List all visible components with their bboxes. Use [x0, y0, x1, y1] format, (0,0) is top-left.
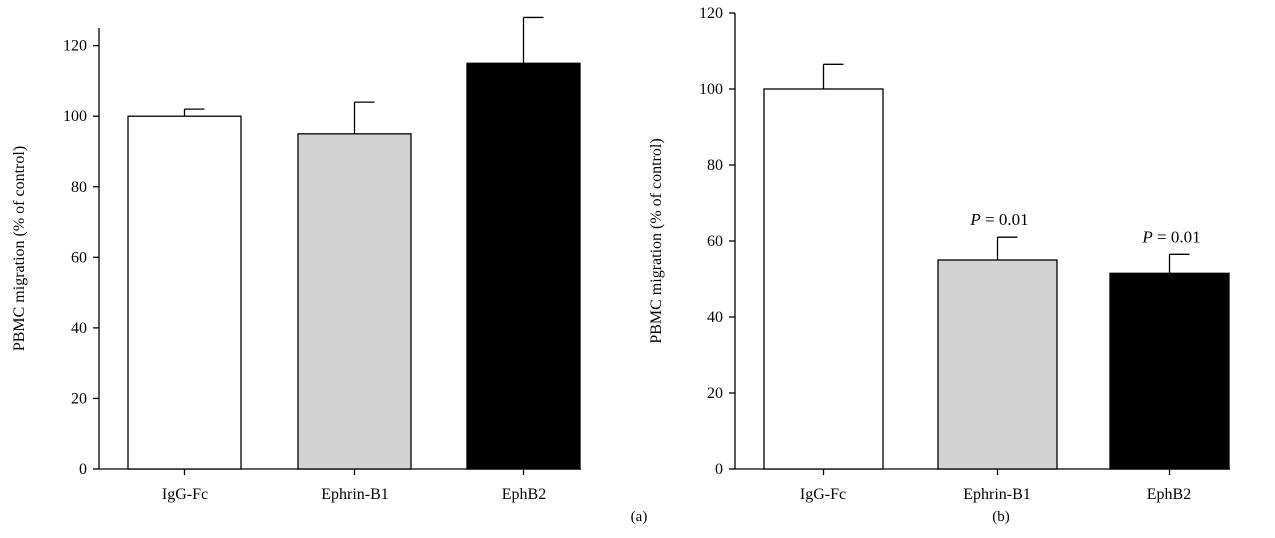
panel-label: (a)	[631, 509, 648, 525]
y-tick-label: 80	[71, 179, 87, 196]
bar-ephrin-b1	[937, 259, 1058, 470]
x-tick-label: Ephrin-B1	[963, 486, 1031, 503]
x-tick-label: Ephrin-B1	[321, 486, 389, 503]
y-tick-label: 120	[699, 5, 723, 22]
y-tick-label: 0	[715, 461, 723, 478]
x-tick-label: IgG-Fc	[800, 486, 846, 503]
y-tick-label: 100	[699, 81, 723, 98]
bar-ephrin-b1	[297, 133, 412, 470]
bar-igg-fc	[763, 88, 884, 470]
x-tick-label: IgG-Fc	[162, 486, 208, 503]
y-tick-label: 80	[707, 157, 723, 174]
y-tick-label: 100	[63, 108, 87, 125]
y-tick-label: 120	[63, 38, 87, 55]
y-tick-label: 0	[79, 461, 87, 478]
chart-panel-a: 0 20 40 60 80 100 120 IgG-Fc Ephrin-B1 EphB2 PBMC …	[11, 16, 648, 525]
bar-ephb2	[466, 62, 581, 470]
x-tick-label: EphB2	[1147, 486, 1191, 503]
panel-label: (b)	[992, 509, 1010, 525]
p-value-annotation: P = 0.01	[969, 210, 1028, 229]
chart-panel-b: 0 20 40 60 80 100 120 IgG-Fc Ephrin-B1 P = 0.01 Ep…	[648, 5, 1230, 525]
y-axis-title: PBMC migration (% of control)	[11, 146, 28, 351]
y-tick-label: 60	[707, 233, 723, 250]
y-tick-label: 60	[71, 249, 87, 266]
bar-ephb2	[1109, 272, 1230, 470]
bar-igg-fc	[127, 115, 242, 470]
y-tick-label: 40	[71, 320, 87, 337]
y-tick-label: 20	[707, 385, 723, 402]
y-axis-title: PBMC migration (% of control)	[648, 138, 665, 343]
y-tick-label: 40	[707, 309, 723, 326]
y-tick-label: 20	[71, 390, 87, 407]
x-tick-label: EphB2	[502, 486, 546, 503]
p-value-annotation: P = 0.01	[1141, 227, 1200, 246]
